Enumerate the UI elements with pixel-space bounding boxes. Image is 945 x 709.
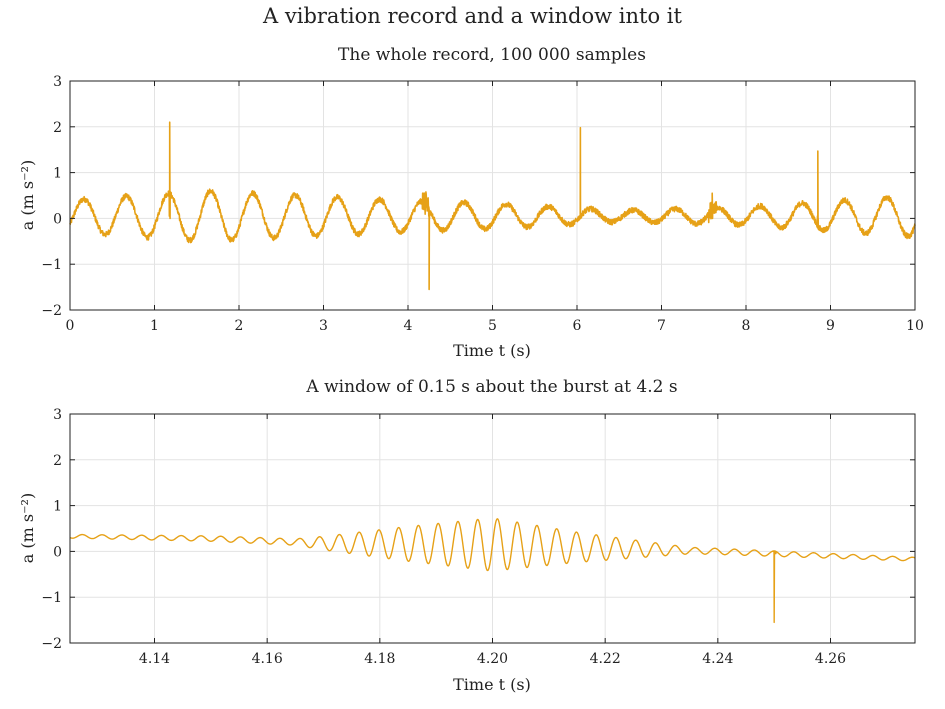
tick-marks [70,413,915,644]
y-tick-label: 1 [53,499,62,515]
y-tick-label: −2 [41,303,62,319]
x-axis-label-text: Time t (s) [453,675,531,694]
y-axis-label: a (m s⁻²) [18,160,37,230]
x-tick-label: 4.24 [702,651,733,667]
x-tick-label: 4.26 [815,651,846,667]
x-tick-label: 6 [573,318,582,334]
y-tick-label: 3 [53,74,62,90]
panel-burst-window: A window of 0.15 s about the burst at 4.… [18,377,916,694]
panel-title: The whole record, 100 000 samples [338,45,646,65]
y-tick-label: 0 [53,544,62,560]
figure-title: A vibration record and a window into it [263,4,682,28]
x-axis-label: Time t (s) [453,341,531,360]
x-tick-label: 4.14 [139,651,170,667]
y-tick-label: 3 [53,407,62,423]
y-tick-label: 2 [53,120,62,136]
x-tick-label: 10 [906,318,924,334]
y-tick-label: −1 [41,257,62,273]
x-tick-label: 2 [235,318,244,334]
x-tick-label: 3 [319,318,328,334]
x-axis-label: Time t (s) [453,675,531,694]
grid [70,413,915,644]
x-tick-label: 4.16 [252,651,283,667]
y-tick-label: 0 [53,211,62,227]
y-tick-label: −1 [41,590,62,606]
x-tick-label: 0 [66,318,75,334]
x-tick-label: 4.18 [364,651,395,667]
x-tick-label: 4 [404,318,413,334]
y-tick-label: 1 [53,166,62,182]
x-tick-label: 1 [150,318,159,334]
x-tick-label: 9 [826,318,835,334]
y-tick-label: 2 [53,453,62,469]
x-tick-label: 8 [742,318,751,334]
series-line [69,518,916,624]
series-path [69,121,916,291]
x-tick-label: 4.22 [590,651,621,667]
tick-marks [69,80,916,311]
series-line [69,121,916,291]
panel-title: A window of 0.15 s about the burst at 4.… [305,377,677,397]
x-tick-label: 4.20 [477,651,508,667]
x-axis-label-text: Time t (s) [453,341,531,360]
y-axis-label: a (m s⁻²) [18,493,37,563]
y-tick-label: −2 [41,636,62,652]
x-tick-label: 5 [488,318,497,334]
panel-whole-record: The whole record, 100 000 samples Time t… [18,45,924,360]
grid [69,80,916,311]
series-path [69,518,916,624]
x-tick-label: 7 [657,318,666,334]
